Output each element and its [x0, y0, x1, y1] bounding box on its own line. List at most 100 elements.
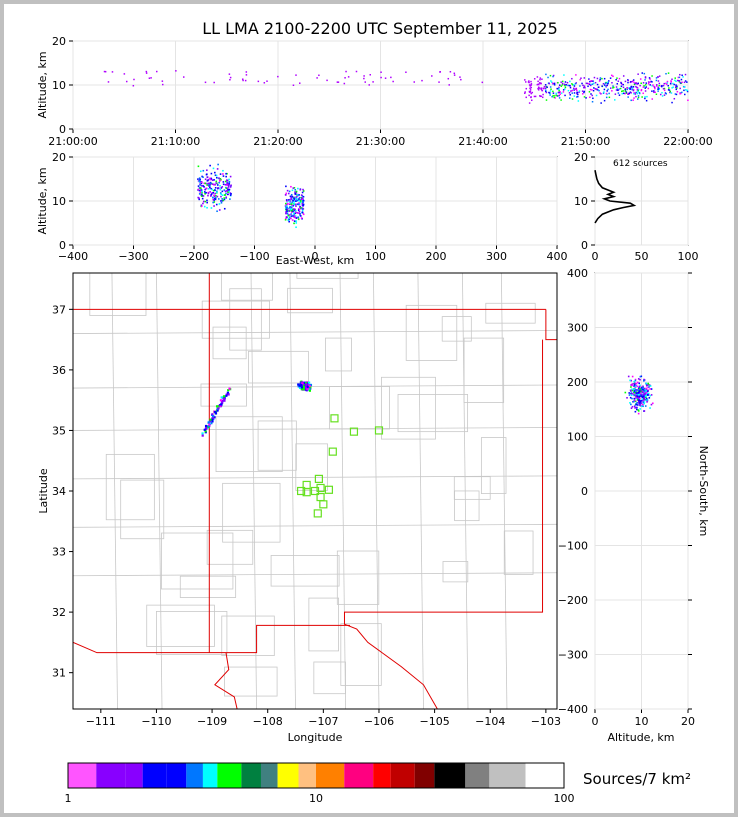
source-point — [636, 86, 638, 89]
source-point — [285, 217, 287, 220]
chart-title: LL LMA 2100-2200 UTC September 11, 2025 — [202, 19, 558, 38]
source-point — [674, 86, 677, 89]
source-point — [227, 191, 229, 194]
source-point — [289, 209, 292, 211]
east-west-tick-label-x: 100 — [365, 250, 386, 263]
source-point — [628, 92, 631, 95]
source-point — [123, 73, 126, 75]
time-height-tick-label-x: 22:00:00 — [663, 135, 712, 148]
source-point — [227, 185, 230, 188]
state-border — [214, 652, 238, 709]
source-point — [681, 81, 683, 83]
source-point — [639, 392, 642, 395]
county-boundary — [340, 623, 382, 686]
source-point — [286, 200, 288, 203]
source-point — [629, 81, 632, 84]
source-point — [228, 190, 230, 193]
network-station — [324, 485, 334, 494]
source-point — [640, 390, 642, 393]
north-south-tick-label-x: 10 — [635, 715, 649, 728]
source-point — [651, 402, 654, 405]
source-point — [567, 84, 569, 87]
source-point — [631, 80, 634, 82]
source-point — [290, 213, 292, 215]
source-point — [631, 389, 634, 392]
source-point — [635, 95, 637, 98]
source-point — [639, 78, 642, 80]
source-point — [653, 85, 655, 88]
source-point — [645, 391, 648, 394]
north-south-tick-label-y: 200 — [567, 376, 588, 389]
source-point — [649, 81, 651, 83]
source-point — [630, 403, 632, 406]
source-point — [576, 92, 578, 95]
source-point — [633, 93, 635, 95]
source-point — [229, 186, 232, 188]
source-point — [564, 84, 566, 87]
source-point — [226, 179, 228, 181]
source-point — [204, 182, 207, 185]
source-point — [600, 102, 602, 104]
source-point — [632, 88, 635, 91]
source-point — [216, 191, 218, 194]
source-point — [634, 93, 637, 95]
source-point — [618, 94, 621, 96]
plan-view-tick-label-x: −103 — [531, 715, 561, 728]
source-point — [540, 88, 542, 90]
source-point — [564, 86, 567, 89]
source-point — [299, 82, 301, 84]
east-west-tick-label-x: −100 — [239, 250, 269, 263]
source-point — [635, 397, 638, 400]
county-boundary — [295, 443, 328, 491]
source-point — [161, 83, 164, 86]
source-point — [211, 192, 213, 194]
source-point — [644, 84, 647, 86]
source-point — [337, 81, 340, 83]
source-point — [641, 391, 643, 393]
source-point — [287, 219, 290, 222]
source-point — [207, 182, 210, 185]
source-point — [298, 198, 300, 200]
source-point — [530, 92, 532, 95]
colorbar-cell — [434, 763, 466, 788]
source-point — [223, 207, 226, 210]
source-point — [219, 188, 222, 191]
source-point — [533, 95, 536, 98]
source-point — [561, 82, 564, 85]
source-point — [545, 91, 548, 94]
source-point — [606, 93, 608, 96]
source-point — [637, 98, 639, 100]
source-point — [630, 99, 632, 102]
source-point — [297, 209, 300, 212]
source-point — [215, 174, 218, 177]
source-point — [148, 77, 151, 79]
source-point — [641, 96, 643, 98]
source-point — [643, 72, 646, 75]
source-point — [291, 204, 293, 206]
source-point — [649, 78, 651, 80]
source-point — [298, 386, 302, 390]
source-point — [655, 93, 658, 95]
source-point — [207, 178, 210, 181]
source-point — [132, 84, 135, 87]
source-point — [635, 85, 637, 88]
source-point — [298, 199, 300, 202]
source-point — [221, 198, 223, 200]
state-border — [73, 624, 351, 654]
source-point — [683, 89, 685, 92]
source-point — [657, 90, 659, 92]
source-point — [630, 87, 632, 89]
source-point — [638, 403, 641, 406]
source-point — [627, 79, 629, 82]
colorbar: 1 10 100 Sources/7 km² — [65, 762, 691, 805]
source-point — [667, 84, 669, 87]
source-point — [671, 101, 673, 104]
source-point — [537, 87, 539, 90]
source-point — [627, 96, 629, 98]
source-point — [670, 80, 672, 83]
colorbar-outline — [67, 762, 565, 789]
source-point — [302, 195, 305, 198]
source-point — [292, 204, 294, 207]
north-south-tick-label-x: 20 — [681, 715, 695, 728]
source-point — [220, 195, 222, 198]
